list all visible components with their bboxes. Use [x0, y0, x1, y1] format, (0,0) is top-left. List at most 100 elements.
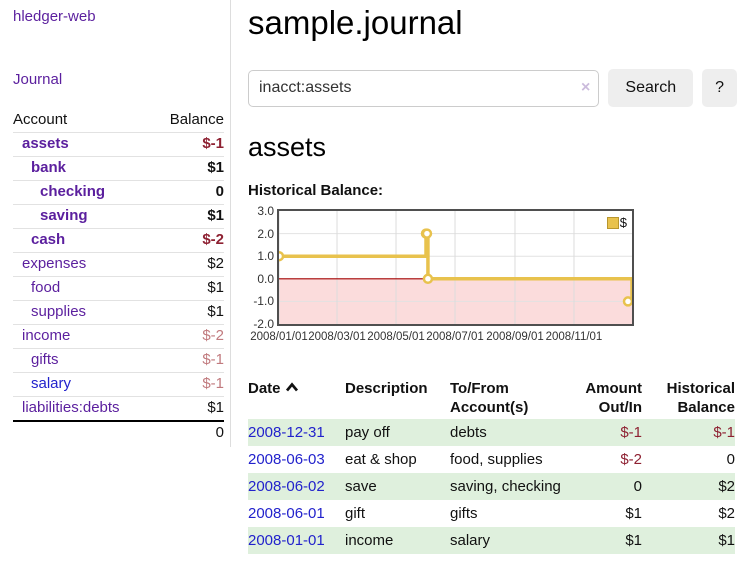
register-description-cell: pay off: [345, 424, 390, 441]
sidebar: hledger-web Journal Account Balance asse…: [0, 0, 231, 447]
account-row: liabilities:debts $1: [13, 396, 224, 421]
register-header-accounts: To/From Account(s): [450, 380, 529, 416]
register-accounts-cell: saving, checking: [450, 478, 561, 495]
account-balance: $1: [152, 300, 224, 325]
legend-swatch-dollar: [606, 216, 619, 229]
chart-y-tick-label: -1.0: [253, 294, 274, 309]
register-date-cell: 2008-12-31: [248, 419, 345, 446]
legend-label: $: [619, 215, 627, 230]
transaction-date-link[interactable]: 2008-06-03: [248, 451, 325, 468]
account-row: assets $-1: [13, 132, 224, 157]
account-balance: $-2: [152, 228, 224, 253]
register-date-cell: 2008-06-02: [248, 473, 345, 500]
account-balance: $1: [152, 396, 224, 421]
account-link[interactable]: expenses: [22, 255, 87, 272]
register-date-cell: 2008-06-03: [248, 446, 345, 473]
chart-y-tick-label: 1.0: [257, 249, 274, 264]
app-brand-link[interactable]: hledger-web: [13, 8, 96, 25]
account-balance: $-1: [152, 132, 224, 157]
accounts-header-account: Account: [13, 111, 68, 128]
account-row: supplies $1: [13, 300, 224, 325]
account-link[interactable]: income: [22, 327, 71, 344]
search-button[interactable]: Search: [608, 69, 694, 107]
account-link[interactable]: supplies: [31, 303, 87, 320]
search-bar: × Search ?: [248, 69, 737, 107]
register-balance-cell: $1: [718, 532, 735, 549]
register-description-cell: income: [345, 532, 394, 549]
register-date-cell: 2008-01-01: [248, 527, 345, 554]
account-link[interactable]: gifts: [31, 351, 59, 368]
register-header-description: Description: [345, 380, 428, 397]
account-balance: $1: [152, 156, 224, 181]
clear-search-icon[interactable]: ×: [581, 78, 591, 96]
account-balance: $-1: [152, 348, 224, 373]
chart-x-tick-label: 2008/07/01: [426, 331, 484, 343]
chart-legend: $: [606, 215, 627, 230]
sort-ascending-icon: [285, 379, 299, 398]
register-balance-cell: 0: [726, 451, 735, 468]
register-row: 2008-12-31 pay off debts $-1 $-1: [248, 419, 735, 446]
account-link[interactable]: assets: [22, 135, 69, 152]
account-row: saving $1: [13, 204, 224, 229]
register-description-cell: eat & shop: [345, 451, 417, 468]
transaction-date-link[interactable]: 2008-01-01: [248, 532, 325, 549]
sidebar-item-journal[interactable]: Journal: [13, 71, 63, 88]
accounts-table: Account Balance assets $-1 bank $1 checking 0…: [13, 108, 224, 445]
register-date-cell: 2008-06-01: [248, 500, 345, 527]
account-balance: $2: [152, 252, 224, 277]
register-table: Date Description To/From Account(s) Amou…: [248, 377, 735, 554]
account-link[interactable]: cash: [31, 231, 66, 248]
register-header-date[interactable]: Date: [248, 377, 345, 419]
register-accounts-cell: gifts: [450, 505, 478, 522]
help-button[interactable]: ?: [702, 69, 737, 107]
account-row: cash $-2: [13, 228, 224, 253]
register-header-balance: Historical Balance: [666, 380, 735, 416]
account-balance: 0: [152, 180, 224, 205]
account-link[interactable]: salary: [31, 375, 72, 392]
account-balance: $-1: [152, 372, 224, 397]
chart-y-tick-label: -2.0: [253, 317, 274, 331]
transaction-date-link[interactable]: 2008-12-31: [248, 424, 325, 441]
chart-x-tick-label: 2008/01/01: [250, 331, 308, 343]
register-balance-cell: $2: [718, 505, 735, 522]
register-amount-cell: 0: [633, 478, 642, 495]
register-amount-cell: $-1: [620, 424, 642, 441]
account-link[interactable]: bank: [31, 159, 67, 176]
chart-plot-area: $: [277, 209, 634, 326]
account-row: food $1: [13, 276, 224, 301]
account-link[interactable]: liabilities:debts: [22, 399, 120, 416]
register-header-amount: Amount Out/In: [585, 380, 642, 416]
page-title: sample.journal: [248, 4, 463, 41]
register-balance-cell: $2: [718, 478, 735, 495]
search-input-wrap: ×: [248, 69, 600, 107]
register-amount-cell: $-2: [620, 451, 642, 468]
search-input[interactable]: [248, 69, 600, 107]
account-balance: $1: [152, 204, 224, 229]
account-balance: $-2: [152, 324, 224, 349]
account-row: income $-2: [13, 324, 224, 349]
register-row: 2008-06-03 eat & shop food, supplies $-2 0: [248, 446, 735, 473]
transaction-date-link[interactable]: 2008-06-01: [248, 505, 325, 522]
register-row: 2008-06-02 save saving, checking 0 $2: [248, 473, 735, 500]
chart-y-tick-label: 2.0: [257, 226, 274, 241]
chart-y-tick-label: 3.0: [257, 204, 274, 218]
account-link[interactable]: saving: [40, 207, 88, 224]
register-row: 2008-01-01 income salary $1 $1: [248, 527, 735, 554]
account-row: bank $1: [13, 156, 224, 181]
register-accounts-cell: salary: [450, 532, 491, 549]
register-description-cell: gift: [345, 505, 366, 522]
account-link[interactable]: checking: [40, 183, 106, 200]
register-description-cell: save: [345, 478, 377, 495]
account-link[interactable]: food: [31, 279, 61, 296]
transaction-date-link[interactable]: 2008-06-02: [248, 478, 325, 495]
chart-y-tick-label: 0.0: [257, 271, 274, 286]
chart-x-tick-label: 2008/05/01: [367, 331, 425, 343]
historical-balance-chart: 3.0 2.0 1.0 0.0 -1.0 -2.0 $ 2008/01/01 2008/03…: [248, 204, 737, 352]
accounts-total-balance: 0: [152, 420, 224, 445]
chart-x-tick-label: 2008/09/01: [486, 331, 544, 343]
account-row: salary $-1: [13, 372, 224, 397]
chart-x-tick-label: 2008/11/01: [545, 331, 603, 343]
account-row: checking 0: [13, 180, 224, 205]
account-balance: $1: [152, 276, 224, 301]
accounts-header-balance: Balance: [169, 111, 224, 128]
